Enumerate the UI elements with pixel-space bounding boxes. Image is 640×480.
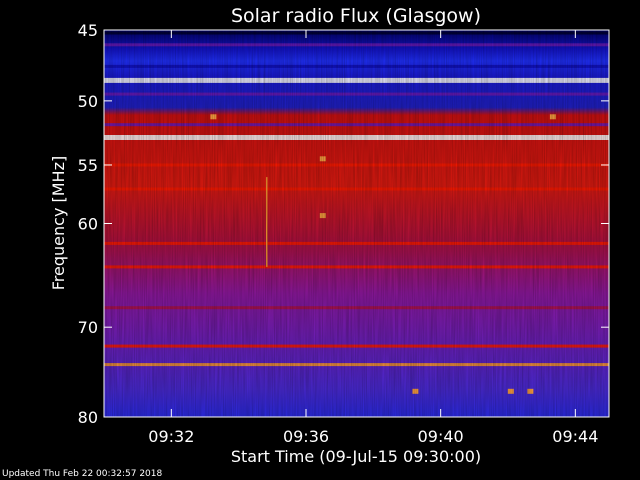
chart-title: Solar radio Flux (Glasgow) bbox=[231, 5, 481, 27]
y-tick-label: 55 bbox=[78, 156, 98, 175]
x-tick-label: 09:40 bbox=[418, 427, 464, 446]
y-axis-label: Frequency [MHz] bbox=[49, 156, 68, 290]
spectrogram-texture bbox=[104, 30, 609, 417]
x-axis: 09:32 09:36 09:40 09:44 bbox=[148, 30, 598, 446]
y-tick-label: 50 bbox=[78, 92, 98, 111]
y-axis: 45 50 55 60 70 80 bbox=[78, 21, 609, 427]
footer-updated-text: Updated Thu Feb 22 00:32:57 2018 bbox=[2, 469, 163, 479]
y-tick-label: 45 bbox=[78, 21, 98, 40]
x-tick-label: 09:36 bbox=[283, 427, 329, 446]
x-axis-label: Start Time (09-Jul-15 09:30:00) bbox=[231, 447, 481, 466]
y-tick-label: 70 bbox=[78, 318, 98, 337]
y-tick-label: 60 bbox=[78, 215, 98, 234]
y-tick-label: 80 bbox=[78, 408, 98, 427]
x-tick-label: 09:44 bbox=[552, 427, 598, 446]
x-tick-label: 09:32 bbox=[148, 427, 194, 446]
